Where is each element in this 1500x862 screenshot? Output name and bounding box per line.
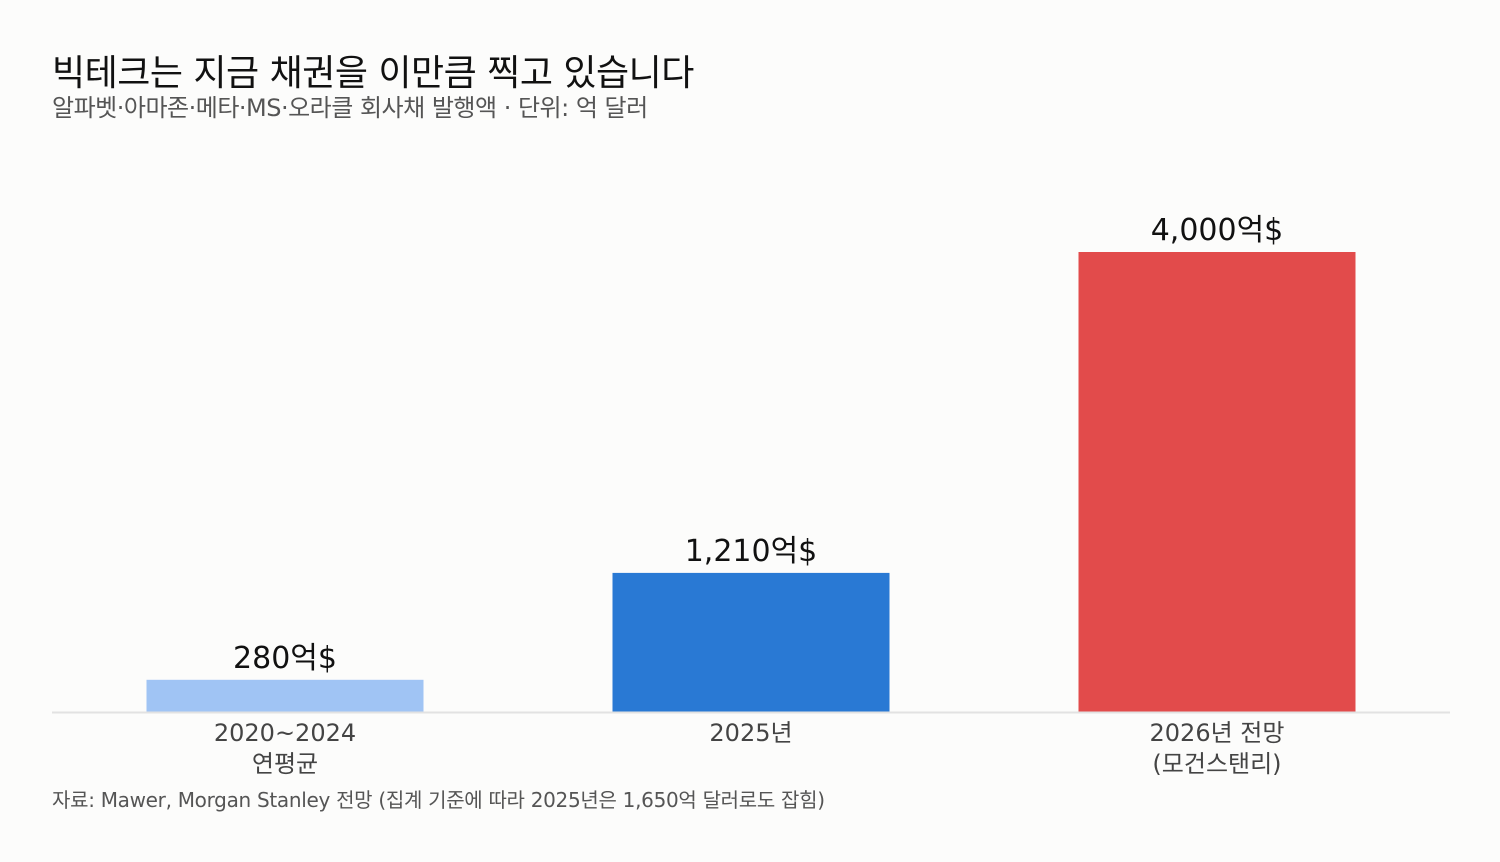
chart-subtitle: 알파벳·아마존·메타·MS·오라클 회사채 발행액 · 단위: 억 달러 (52, 94, 648, 122)
bar-0 (146, 679, 424, 712)
x-tick-label-2-line-1: (모건스탠리) (1152, 750, 1281, 778)
bar-1 (612, 572, 890, 713)
source-note: 자료: Mawer, Morgan Stanley 전망 (집계 기준에 따라 … (52, 788, 825, 812)
data-label-1: 1,210억$ (685, 534, 818, 569)
x-tick-label-0-line-0: 2020~2024 (214, 719, 356, 747)
data-label-0: 280억$ (233, 641, 337, 676)
x-tick-label-2-line-0: 2026년 전망 (1150, 719, 1285, 747)
x-tick-label-0-line-1: 연평균 (252, 750, 318, 778)
x-tick-label-1: 2025년 (709, 719, 792, 747)
chart-title: 빅테크는 지금 채권을 이만큼 찍고 있습니다 (52, 53, 694, 94)
data-label-2: 4,000억$ (1151, 213, 1284, 248)
bar-2 (1078, 252, 1356, 712)
